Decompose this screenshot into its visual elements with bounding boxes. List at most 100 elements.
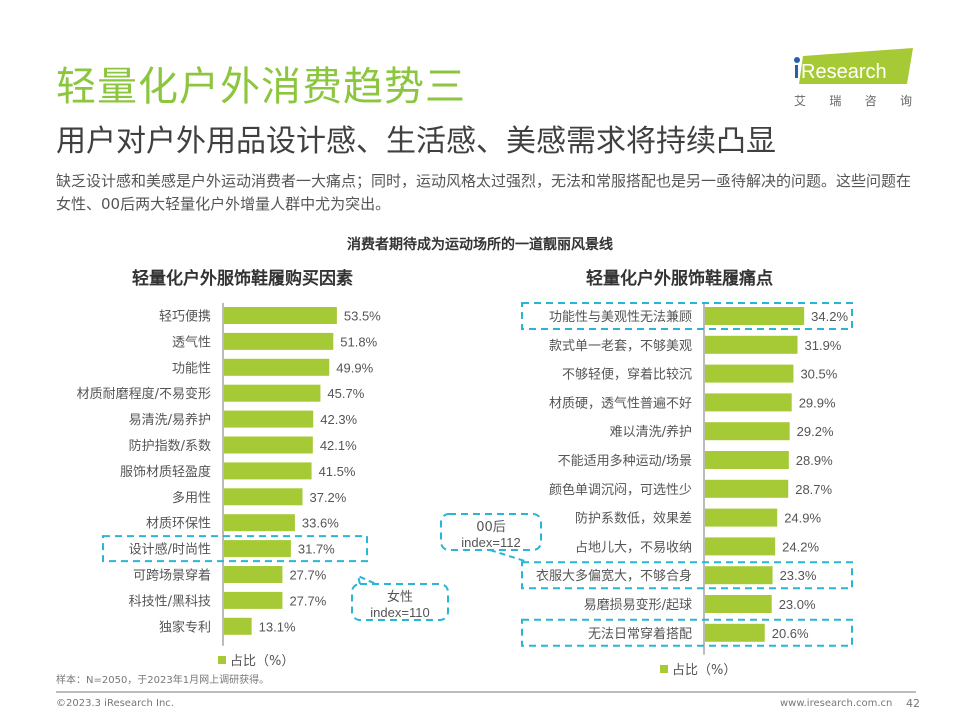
value-label: 23.0% (779, 597, 816, 612)
value-label: 53.5% (344, 309, 381, 324)
female-annotation-line1: 女性 (387, 589, 413, 605)
value-label: 27.7% (289, 568, 326, 583)
bar (224, 617, 252, 635)
category-label: 防护系数低，效果差 (575, 511, 692, 527)
category-label: 防护指数/系数 (129, 438, 211, 454)
logo-chinese: 艾 瑞 咨 询 (794, 92, 912, 109)
bar (705, 623, 765, 642)
value-label: 30.5% (800, 367, 837, 382)
logo-char: 询 (899, 94, 912, 108)
value-label: 42.3% (320, 412, 357, 427)
bar (224, 488, 303, 506)
bar (705, 364, 794, 383)
left-chart-title: 轻量化户外服饰鞋履购买因素 (132, 269, 353, 289)
category-label: 衣服大多偏宽大，不够合身 (536, 568, 692, 584)
bar (224, 384, 321, 402)
bar (705, 508, 778, 527)
bar (224, 540, 291, 558)
bar (705, 479, 789, 498)
iresearch-logo: Research (790, 48, 920, 108)
bar (224, 462, 312, 480)
page-title: 轻量化户外消费趋势三 (56, 64, 466, 110)
value-label: 34.2% (811, 309, 848, 324)
category-label: 轻巧便携 (159, 309, 211, 325)
sample-note: 样本：N=2050，于2023年1月网上调研获得。 (56, 675, 270, 686)
value-label: 23.3% (780, 568, 817, 583)
value-label: 33.6% (302, 516, 339, 531)
bar (224, 436, 313, 454)
bar (705, 335, 798, 354)
legend-label: 占比（%） (672, 663, 737, 678)
value-label: 41.5% (319, 464, 356, 479)
female-annotation-box (351, 583, 449, 621)
bar (224, 591, 283, 609)
bar (705, 393, 792, 412)
category-label: 难以清洗/养护 (610, 424, 692, 440)
legend-swatch (660, 664, 668, 673)
category-label: 透气性 (172, 334, 211, 350)
bar (224, 358, 330, 376)
legend-swatch (218, 655, 226, 664)
value-label: 27.7% (289, 593, 326, 608)
category-label: 功能性与美观性无法兼顾 (549, 310, 692, 325)
category-label: 设计感/时尚性 (129, 542, 211, 558)
gen00-annotation-line1: 00后 (476, 520, 506, 535)
value-label: 20.6% (772, 626, 809, 641)
bar (224, 307, 337, 324)
category-label: 颜色单调沉闷，可选性少 (549, 482, 692, 498)
value-label: 37.2% (309, 490, 346, 505)
page-description: 缺乏设计感和美感是户外运动消费者一大痛点；同时，运动风格太过强烈，无法和常服搭配… (56, 172, 912, 213)
logo-char: 艾 (794, 94, 807, 108)
female-annotation-pointer (356, 574, 377, 585)
value-label: 24.2% (782, 539, 819, 554)
category-label: 易清洗/易养护 (129, 412, 211, 428)
value-label: 29.9% (799, 395, 836, 410)
category-label: 功能性 (172, 361, 211, 376)
bar (224, 410, 314, 428)
category-label: 材质硬，透气性普遍不好 (549, 395, 692, 411)
legend-label: 占比（%） (230, 654, 295, 669)
category-label: 材质耐磨程度/不易变形 (77, 386, 211, 402)
highlight-box (521, 618, 853, 647)
bar (224, 566, 283, 583)
value-label: 51.8% (340, 334, 377, 349)
bar (224, 514, 295, 532)
copyright: ©2023.3 iResearch Inc. (56, 698, 174, 709)
bar (705, 537, 776, 556)
footer-divider (56, 691, 916, 693)
category-label: 服饰材质轻盈度 (120, 464, 211, 480)
website-link[interactable]: www.iresearch.com.cn (780, 698, 893, 709)
gen00-annotation-line2: index=112 (461, 535, 520, 550)
category-label: 无法日常穿着搭配 (588, 626, 692, 642)
category-label: 独家专利 (159, 619, 211, 635)
category-label: 材质环保性 (146, 517, 211, 532)
category-label: 易磨损易变形/起球 (584, 597, 692, 613)
right-legend: 占比（%） (660, 659, 736, 678)
bar (705, 566, 773, 585)
svg-text:Research: Research (801, 61, 887, 83)
category-label: 不够轻便，穿着比较沉 (562, 367, 692, 383)
value-label: 28.9% (796, 453, 833, 468)
value-label: 29.2% (797, 424, 834, 439)
bar (224, 332, 334, 350)
bar (705, 595, 772, 613)
highlight-box (102, 535, 368, 563)
value-label: 24.9% (784, 511, 821, 526)
value-label: 31.9% (805, 338, 842, 353)
center-title: 消费者期待成为运动场所的一道靓丽风景线 (347, 237, 613, 253)
right-chart-title: 轻量化户外服饰鞋履痛点 (586, 269, 773, 289)
value-label: 31.7% (298, 542, 335, 557)
bar (705, 307, 805, 325)
value-label: 13.1% (259, 619, 296, 634)
category-label: 科技性/黑科技 (129, 594, 211, 609)
highlight-box (521, 561, 853, 590)
category-label: 不能适用多种运动/场景 (558, 453, 692, 469)
category-label: 款式单一老套，不够美观 (549, 338, 692, 354)
bar (705, 422, 790, 441)
category-label: 占地儿大，不易收纳 (575, 540, 692, 555)
logo-char: 瑞 (829, 94, 842, 108)
value-label: 49.9% (336, 360, 373, 375)
value-label: 28.7% (795, 482, 832, 497)
left-legend: 占比（%） (218, 650, 294, 669)
